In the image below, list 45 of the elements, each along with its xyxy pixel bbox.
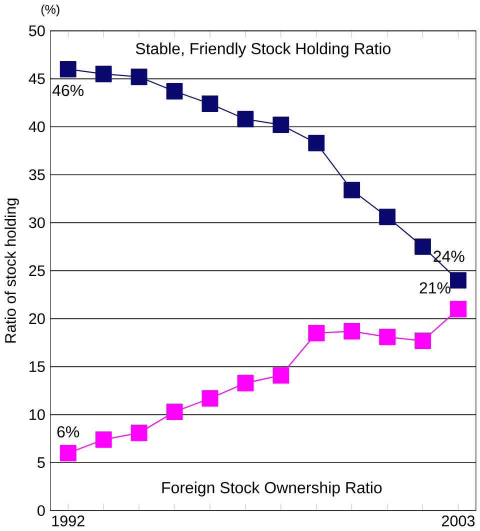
point bbox=[414, 238, 432, 255]
y-tick-label: 20 bbox=[29, 313, 45, 324]
x-tick-label: 1992 bbox=[52, 516, 84, 526]
y-axis-title: Ratio of stock holding bbox=[4, 198, 19, 343]
text: (%) bbox=[41, 4, 60, 16]
point bbox=[166, 83, 183, 100]
point bbox=[450, 300, 466, 318]
point bbox=[379, 328, 396, 346]
point bbox=[202, 96, 218, 112]
point bbox=[166, 404, 183, 420]
point bbox=[450, 272, 466, 289]
point bbox=[344, 322, 360, 340]
point bbox=[60, 60, 76, 78]
point bbox=[308, 324, 325, 342]
point bbox=[344, 182, 360, 198]
series-label: Stable, Friendly Stock Holding Ratio bbox=[136, 42, 391, 58]
y-tick-label: 45 bbox=[28, 73, 45, 84]
point bbox=[414, 332, 432, 349]
y-tick-label: 35 bbox=[29, 169, 45, 180]
point bbox=[237, 110, 254, 128]
y-tick-label: 10 bbox=[30, 409, 45, 420]
point bbox=[308, 134, 325, 152]
point bbox=[95, 431, 112, 448]
y-tick-label: 5 bbox=[38, 457, 45, 468]
point bbox=[60, 444, 76, 462]
y-tick-label: 50 bbox=[29, 25, 45, 36]
data-label: 21% bbox=[420, 282, 450, 294]
y-tick-label: 0 bbox=[38, 505, 45, 516]
text: Foreign Stock Ownership Ratio bbox=[162, 482, 382, 496]
data-label: 6% bbox=[57, 426, 80, 438]
point bbox=[379, 208, 396, 226]
y-tick-label: 15 bbox=[30, 361, 45, 372]
data-label: 46% bbox=[52, 84, 84, 96]
point bbox=[130, 424, 148, 442]
point bbox=[202, 390, 218, 407]
y-tick-label: 40 bbox=[28, 121, 45, 132]
point bbox=[95, 66, 112, 82]
point bbox=[237, 374, 254, 392]
point bbox=[272, 116, 290, 134]
data-label: 24% bbox=[434, 250, 464, 262]
point bbox=[272, 367, 290, 384]
y-tick-label: 30 bbox=[29, 217, 45, 228]
y-tick-label: 25 bbox=[29, 265, 45, 276]
point bbox=[130, 68, 148, 86]
x-tick-label: 2003 bbox=[442, 516, 475, 526]
